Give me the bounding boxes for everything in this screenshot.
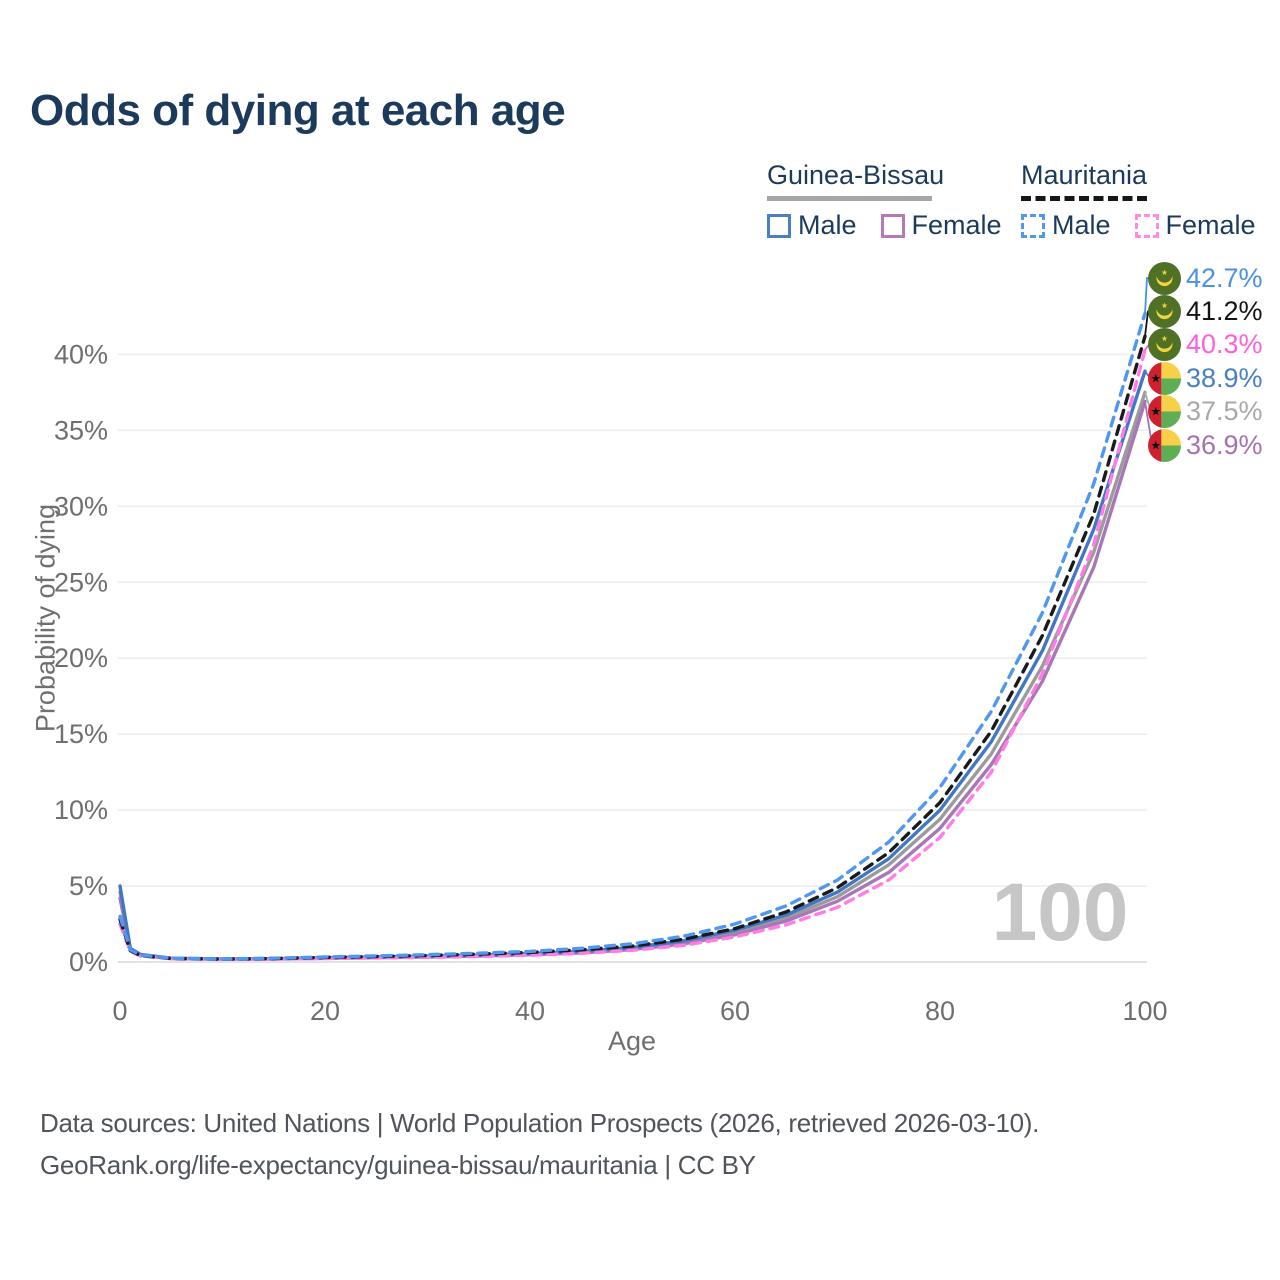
y-tick-label: 35% [54,415,108,445]
legend-header-mauritania[interactable]: Mauritania [1021,160,1148,190]
x-tick-label: 40 [515,996,545,1026]
legend-item-label: Female [1165,210,1256,240]
legend-item-gb-female[interactable]: Female [880,210,1002,241]
x-tick-label: 100 [1122,996,1167,1026]
end-label-guinea-bissau: 37.5% [1148,395,1263,429]
y-tick-label: 15% [54,719,108,749]
legend-header-guinea-bissau[interactable]: Guinea-Bissau [767,160,945,190]
x-tick-label: 60 [720,996,750,1026]
legend-item-mr-female[interactable]: Female [1134,210,1256,241]
x-tick-label: 0 [112,996,127,1026]
x-tick-label: 20 [310,996,340,1026]
mauritania-flag-icon [1148,328,1181,362]
end-label-value: 37.5% [1186,396,1263,427]
georank-url-text[interactable]: GeoRank.org/life-expectancy/guinea-bissa… [40,1150,756,1180]
end-label-value: 40.3% [1186,329,1263,360]
legend-item-mr-male[interactable]: Male [1021,210,1111,241]
end-label-value: 42.7% [1186,262,1263,293]
mauritania-flag-icon [1148,294,1181,328]
legend-item-label: Male [1052,210,1111,240]
mr-male-swatch-icon [1021,213,1045,238]
legend-rule-solid [767,196,932,201]
x-tick-label: 80 [925,996,955,1026]
legend-rule-dashed [1021,196,1147,201]
x-axis-title: Age [607,1026,657,1056]
y-axis-title: Probability of dying [30,503,61,733]
mauritania-flag-icon [1148,261,1181,295]
end-label-guinea-bissau-female: 36.9% [1148,428,1263,462]
legend-item-gb-male[interactable]: Male [767,210,857,241]
gb-female-swatch-icon [880,213,905,238]
gb-male-swatch-icon [767,213,791,238]
y-tick-label: 0% [69,947,108,977]
y-tick-label: 25% [54,567,108,597]
legend-item-label: Male [798,210,857,240]
legend-item-label: Female [911,210,1002,240]
age-indicator-watermark: 100 [991,867,1129,958]
data-sources-text: Data sources: United Nations | World Pop… [40,1108,1040,1138]
page-title: Odds of dying at each age [30,86,566,135]
end-label-mauritania: 41.2% [1148,294,1263,328]
end-label-value: 36.9% [1186,429,1263,460]
guinea-bissau-flag-icon [1148,361,1181,395]
legend-group-guinea-bissau: Guinea-Bissau Male Female [767,160,1002,241]
legend-group-mauritania: Mauritania Male Female [1021,160,1256,241]
y-tick-label: 10% [54,795,108,825]
guinea-bissau-flag-icon [1148,395,1181,429]
y-tick-label: 40% [54,339,108,369]
guinea-bissau-flag-icon [1148,428,1181,462]
end-label-value: 38.9% [1186,362,1263,393]
y-tick-label: 5% [69,871,108,901]
end-label-mauritania-male: 42.7% [1148,261,1263,295]
y-tick-label: 30% [54,491,108,521]
series-line[interactable] [118,311,1147,961]
y-tick-label: 20% [54,643,108,673]
end-label-guinea-bissau-male: 38.9% [1148,361,1263,395]
end-label-value: 41.2% [1186,295,1263,326]
mr-female-swatch-icon [1134,213,1159,238]
end-label-mauritania-female: 40.3% [1148,328,1263,362]
